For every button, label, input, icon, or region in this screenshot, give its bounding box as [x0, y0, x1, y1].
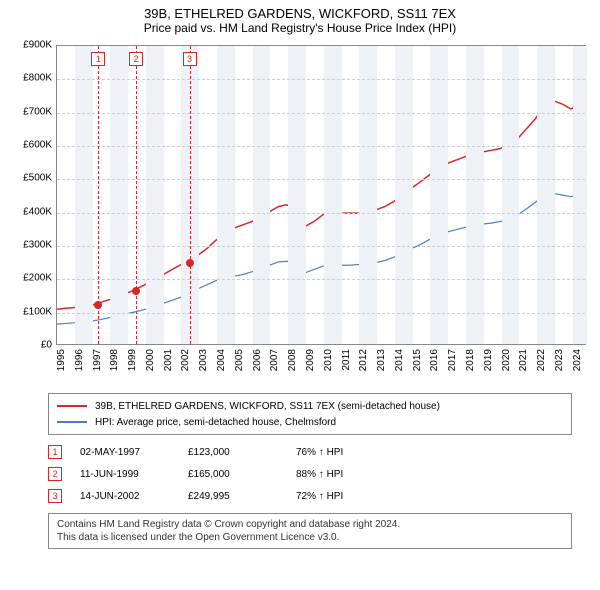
transaction-dot [94, 301, 102, 309]
y-axis-label: £700K [8, 106, 52, 117]
transaction-date: 02-MAY-1997 [80, 447, 170, 458]
footer-line2: This data is licensed under the Open Gov… [57, 531, 563, 544]
transaction-row: 2 11-JUN-1999 £165,000 88% ↑ HPI [48, 463, 572, 485]
year-band [110, 46, 128, 344]
legend: 39B, ETHELRED GARDENS, WICKFORD, SS11 7E… [48, 393, 572, 435]
year-band [359, 46, 377, 344]
legend-item: HPI: Average price, semi-detached house,… [57, 414, 563, 430]
transaction-row-num: 1 [48, 445, 62, 459]
transaction-dashline [136, 46, 137, 344]
year-band [430, 46, 448, 344]
year-band [573, 46, 587, 344]
y-axis-label: £900K [8, 40, 52, 51]
legend-item: 39B, ETHELRED GARDENS, WICKFORD, SS11 7E… [57, 398, 563, 414]
transactions-table: 1 02-MAY-1997 £123,000 76% ↑ HPI 2 11-JUN-199… [48, 441, 572, 507]
year-band [466, 46, 484, 344]
transaction-date: 14-JUN-2002 [80, 491, 170, 502]
title-address: 39B, ETHELRED GARDENS, WICKFORD, SS11 7E… [8, 6, 592, 21]
y-axis-label: £400K [8, 206, 52, 217]
transaction-relative: 72% ↑ HPI [296, 491, 386, 502]
transaction-marker: 3 [183, 52, 197, 66]
year-band [146, 46, 164, 344]
y-axis-label: £300K [8, 240, 52, 251]
transaction-row-num: 3 [48, 489, 62, 503]
transaction-dashline [98, 46, 99, 344]
year-band [537, 46, 555, 344]
y-axis-label: £600K [8, 140, 52, 151]
transaction-price: £123,000 [188, 447, 278, 458]
year-band [324, 46, 342, 344]
y-axis-label: £200K [8, 273, 52, 284]
y-axis-label: £500K [8, 173, 52, 184]
legend-label: 39B, ETHELRED GARDENS, WICKFORD, SS11 7E… [95, 401, 440, 412]
title-block: 39B, ETHELRED GARDENS, WICKFORD, SS11 7E… [8, 6, 592, 35]
legend-swatch [57, 421, 87, 423]
transaction-row: 1 02-MAY-1997 £123,000 76% ↑ HPI [48, 441, 572, 463]
x-axis-label: 2024 [572, 349, 600, 371]
transaction-relative: 88% ↑ HPI [296, 469, 386, 480]
legend-label: HPI: Average price, semi-detached house,… [95, 417, 336, 428]
y-axis-label: £100K [8, 306, 52, 317]
year-band [395, 46, 413, 344]
transaction-dot [132, 287, 140, 295]
year-band [217, 46, 235, 344]
legend-swatch [57, 405, 87, 407]
transaction-marker: 1 [91, 52, 105, 66]
footer-line1: Contains HM Land Registry data © Crown c… [57, 518, 563, 531]
chart: 1 2 3 £0 £100K £200K £300K £400K £500K £600K £700… [8, 39, 592, 389]
title-subtitle: Price paid vs. HM Land Registry's House … [8, 21, 592, 35]
transaction-relative: 76% ↑ HPI [296, 447, 386, 458]
plot-area: 1 2 3 [56, 45, 586, 345]
transaction-row: 3 14-JUN-2002 £249,995 72% ↑ HPI [48, 485, 572, 507]
transaction-date: 11-JUN-1999 [80, 469, 170, 480]
footer-attribution: Contains HM Land Registry data © Crown c… [48, 513, 572, 549]
year-band [288, 46, 306, 344]
transaction-price: £249,995 [188, 491, 278, 502]
year-band [502, 46, 520, 344]
transaction-row-num: 2 [48, 467, 62, 481]
transaction-dot [186, 259, 194, 267]
year-band [75, 46, 93, 344]
y-axis-label: £0 [8, 340, 52, 351]
y-axis-label: £800K [8, 73, 52, 84]
page: 39B, ETHELRED GARDENS, WICKFORD, SS11 7E… [0, 0, 600, 590]
transaction-price: £165,000 [188, 469, 278, 480]
year-band [253, 46, 271, 344]
transaction-marker: 2 [129, 52, 143, 66]
transaction-dashline [190, 46, 191, 344]
